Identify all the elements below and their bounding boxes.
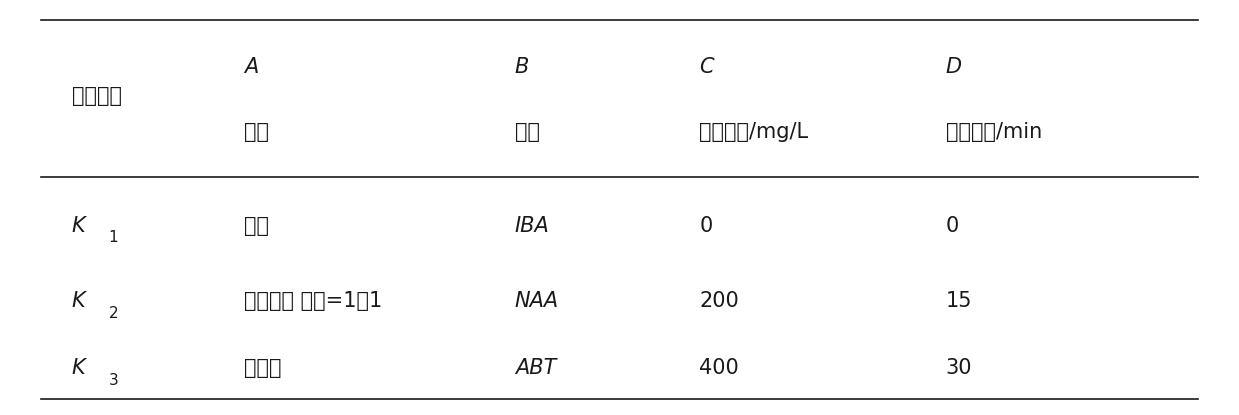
Text: 育苗土： 椰糣=1：1: 育苗土： 椰糣=1：1 — [244, 291, 383, 311]
Text: 泥土: 泥土 — [244, 216, 269, 236]
Text: D: D — [945, 57, 961, 77]
Text: 基质: 基质 — [244, 122, 269, 142]
Text: 0: 0 — [700, 216, 712, 236]
Text: 30: 30 — [945, 358, 973, 378]
Text: NAA: NAA — [515, 291, 559, 311]
Text: B: B — [515, 57, 529, 77]
Text: 0: 0 — [945, 216, 959, 236]
Text: 15: 15 — [945, 291, 973, 311]
Text: K: K — [72, 358, 85, 378]
Text: 3: 3 — [109, 373, 119, 388]
Text: 2: 2 — [109, 306, 119, 321]
Text: 1: 1 — [109, 230, 119, 246]
Text: K: K — [72, 216, 85, 236]
Text: 激素浓度/mg/L: 激素浓度/mg/L — [700, 122, 809, 142]
Text: 400: 400 — [700, 358, 740, 378]
Text: ABT: ABT — [515, 358, 556, 378]
Text: C: C — [700, 57, 714, 77]
Text: 处理时间/min: 处理时间/min — [945, 122, 1042, 142]
Text: 激素: 激素 — [515, 122, 540, 142]
Text: A: A — [244, 57, 259, 77]
Text: IBA: IBA — [515, 216, 550, 236]
Text: 200: 200 — [700, 291, 740, 311]
Text: 育苗土: 育苗土 — [244, 358, 281, 378]
Text: K: K — [72, 291, 85, 311]
Text: 因子水平: 因子水平 — [72, 85, 121, 106]
